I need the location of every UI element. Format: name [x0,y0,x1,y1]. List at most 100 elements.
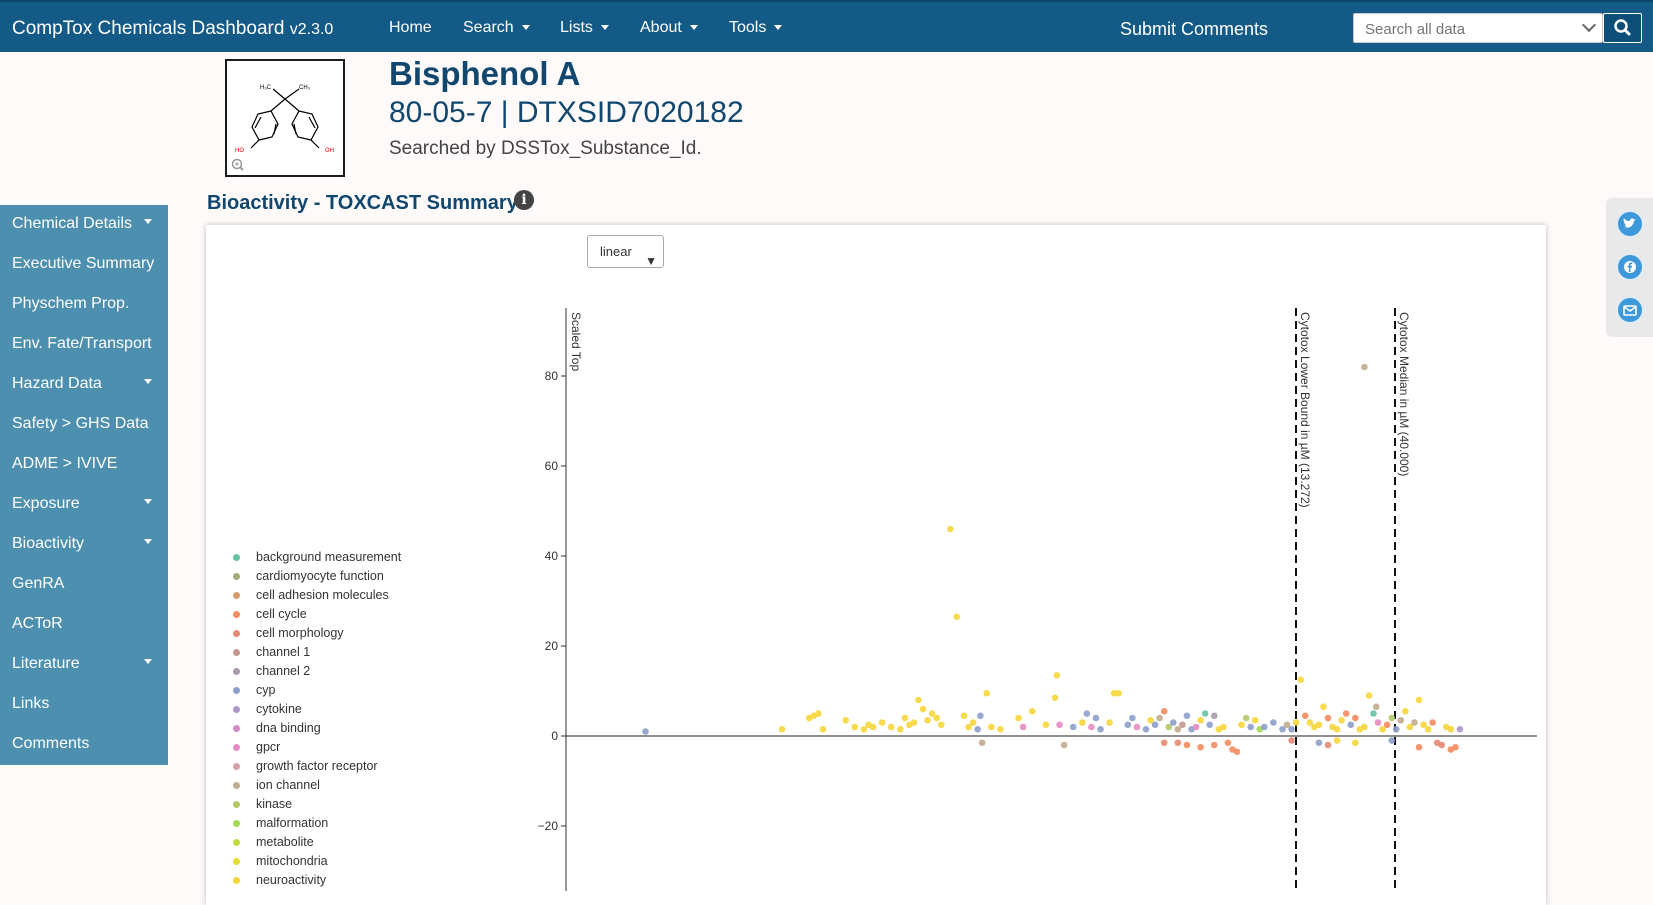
data-point[interactable] [1069,723,1077,731]
data-point[interactable] [1292,719,1300,726]
data-point[interactable] [642,728,649,735]
data-point[interactable] [851,723,859,731]
data-point[interactable] [901,714,909,722]
data-point[interactable] [1301,712,1309,720]
data-point[interactable] [1352,714,1359,722]
data-point[interactable] [1270,719,1277,726]
data-point[interactable] [1083,710,1091,717]
data-point[interactable] [928,710,936,717]
legend-item[interactable]: cell morphology [232,624,401,643]
legend-item[interactable]: background measurement [232,548,401,567]
data-point[interactable] [1160,739,1168,747]
zoom-icon[interactable] [231,158,244,171]
data-point[interactable] [887,723,895,731]
nav-search[interactable]: Search [463,19,530,37]
legend-item[interactable]: cell cycle [232,605,401,624]
twitter-share-button[interactable] [1616,210,1644,238]
data-point[interactable] [878,719,886,726]
data-point[interactable] [1324,741,1332,749]
data-point[interactable] [1247,723,1254,731]
legend-item[interactable]: cardiomyocyte function [232,567,401,586]
data-point[interactable] [860,725,868,733]
sidebar-item-adme-ivive[interactable]: ADME > IVIVE [0,445,168,485]
data-point[interactable] [1397,716,1405,724]
legend-item[interactable]: cytokine [232,700,401,719]
data-point[interactable] [1372,703,1380,711]
data-point[interactable] [1338,716,1345,724]
data-point[interactable] [1429,719,1436,726]
sidebar-item-hazard-data[interactable]: Hazard Data [0,365,168,405]
data-point[interactable] [897,725,904,733]
data-point[interactable] [869,723,877,731]
data-point[interactable] [1361,363,1368,371]
data-point[interactable] [1056,721,1063,729]
search-button[interactable] [1603,13,1642,43]
data-point[interactable] [1315,721,1323,729]
legend-item[interactable]: gpcr [232,738,401,757]
data-point[interactable] [1147,716,1154,724]
data-point[interactable] [1365,692,1373,699]
data-point[interactable] [1242,714,1250,722]
data-point[interactable] [1183,712,1191,720]
legend-item[interactable]: growth factor receptor [232,757,401,776]
legend-item[interactable]: dna binding [232,719,401,738]
legend-item[interactable]: cell adhesion molecules [232,586,401,605]
data-point[interactable] [1261,723,1268,731]
legend-item[interactable]: mitochondria [232,852,401,871]
data-point[interactable] [1015,714,1022,722]
data-point[interactable] [1392,725,1400,733]
data-point[interactable] [1238,721,1245,729]
legend-item[interactable]: channel 1 [232,643,401,662]
nav-lists[interactable]: Lists [560,19,609,37]
data-point[interactable] [1306,719,1314,726]
data-point[interactable] [983,689,991,697]
info-icon[interactable]: i [514,190,534,210]
data-point[interactable] [1379,725,1386,733]
data-point[interactable] [924,716,931,724]
data-point[interactable] [1333,725,1341,733]
sidebar-item-safety-ghs-data[interactable]: Safety > GHS Data [0,405,168,445]
data-point[interactable] [1142,725,1150,733]
sidebar-item-comments[interactable]: Comments [0,725,168,765]
data-point[interactable] [997,725,1004,733]
data-point[interactable] [842,716,849,724]
data-point[interactable] [953,613,961,621]
data-point[interactable] [910,719,918,726]
sidebar-item-chemical-details[interactable]: Chemical Details [0,205,168,245]
data-point[interactable] [1233,748,1241,756]
data-point[interactable] [1210,712,1218,720]
data-point[interactable] [1220,723,1227,731]
data-point[interactable] [1151,721,1159,729]
data-point[interactable] [1420,721,1427,729]
data-point[interactable] [1283,721,1291,729]
data-point[interactable] [1288,737,1295,744]
data-point[interactable] [1424,725,1432,733]
data-point[interactable] [988,723,995,731]
data-point[interactable] [1110,689,1118,697]
data-point[interactable] [778,725,786,733]
nav-home[interactable]: Home [389,19,432,37]
data-point[interactable] [1388,714,1395,722]
data-point[interactable] [1133,723,1141,731]
data-point[interactable] [977,712,984,720]
data-point[interactable] [1106,719,1113,726]
data-point[interactable] [1051,694,1059,702]
data-point[interactable] [1028,707,1036,715]
data-point[interactable] [1374,719,1382,726]
legend-item[interactable]: channel 2 [232,662,401,681]
data-point[interactable] [1383,721,1391,729]
legend-item[interactable]: malformation [232,814,401,833]
nav-tools[interactable]: Tools [729,19,783,37]
data-point[interactable] [1197,743,1204,751]
submit-comments-link[interactable]: Submit Comments [1120,19,1269,39]
sidebar-item-literature[interactable]: Literature [0,645,168,685]
legend-item[interactable]: neuroactivity [232,871,401,890]
legend-item[interactable]: kinase [232,795,401,814]
data-point[interactable] [1060,741,1068,749]
data-point[interactable] [1452,743,1459,751]
data-point[interactable] [978,739,986,747]
data-point[interactable] [1115,689,1122,697]
data-point[interactable] [960,712,968,720]
data-point[interactable] [1201,710,1209,717]
data-point[interactable] [1347,721,1355,729]
